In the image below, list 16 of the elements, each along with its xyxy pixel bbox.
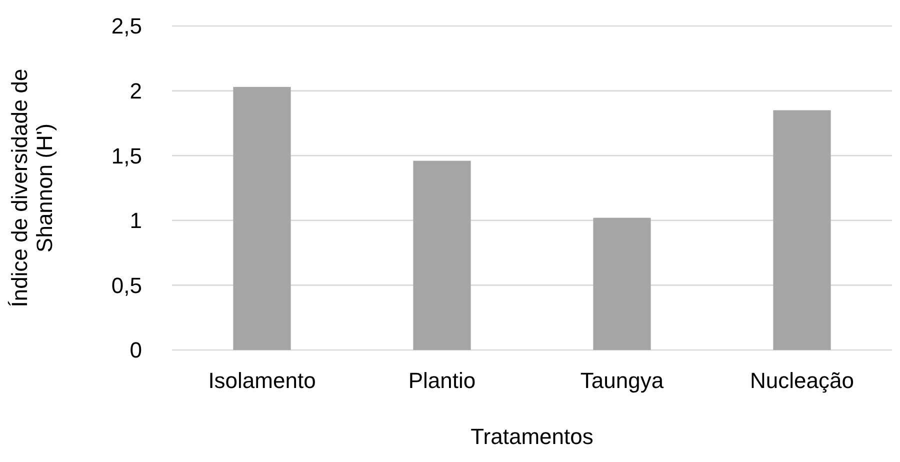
- bar: [233, 86, 291, 350]
- y-tick-label: 1: [130, 208, 142, 234]
- x-tick-label: Taungya: [580, 368, 664, 393]
- x-tick-label: Plantio: [408, 368, 476, 393]
- bar: [773, 110, 831, 350]
- y-tick-label: 0: [130, 338, 142, 363]
- x-axis-title: Tratamentos: [470, 424, 594, 449]
- y-axis-title: Índice de diversidade de Shannon (H'): [6, 68, 58, 308]
- bar: [593, 218, 651, 350]
- x-tick-label: Nucleação: [750, 368, 854, 393]
- y-tick-label: 2: [130, 78, 142, 104]
- y-tick-label: 2,5: [111, 14, 142, 39]
- x-tick-label: Isolamento: [208, 368, 316, 393]
- y-tick-label: 0,5: [111, 272, 142, 298]
- bar: [413, 160, 471, 350]
- y-tick-label: 1,5: [111, 143, 142, 168]
